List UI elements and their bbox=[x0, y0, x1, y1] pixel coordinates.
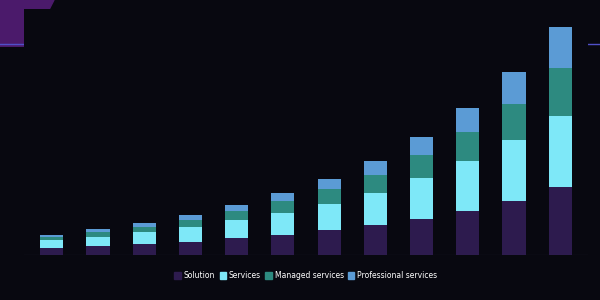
Bar bbox=[317, 179, 341, 189]
Bar bbox=[456, 211, 479, 255]
Bar bbox=[502, 200, 526, 255]
Bar bbox=[364, 193, 387, 225]
Bar bbox=[549, 116, 572, 187]
Bar bbox=[40, 235, 63, 237]
Bar bbox=[86, 229, 110, 232]
Bar bbox=[317, 189, 341, 204]
Bar bbox=[410, 219, 433, 255]
Bar bbox=[364, 161, 387, 175]
Polygon shape bbox=[0, 0, 54, 46]
Bar bbox=[86, 246, 110, 255]
Bar bbox=[502, 103, 526, 140]
Bar bbox=[40, 237, 63, 240]
Bar bbox=[133, 232, 156, 244]
Bar bbox=[86, 232, 110, 236]
Bar bbox=[271, 213, 295, 235]
Bar bbox=[271, 201, 295, 213]
Bar bbox=[133, 244, 156, 255]
Bar bbox=[410, 137, 433, 155]
Bar bbox=[40, 248, 63, 255]
Bar bbox=[502, 73, 526, 103]
Bar bbox=[179, 220, 202, 227]
Bar bbox=[456, 161, 479, 211]
Bar bbox=[456, 108, 479, 132]
Legend: Solution, Services, Managed services, Professional services: Solution, Services, Managed services, Pr… bbox=[172, 268, 440, 283]
Bar bbox=[179, 215, 202, 220]
Bar bbox=[133, 227, 156, 232]
Bar bbox=[364, 175, 387, 193]
Bar bbox=[410, 178, 433, 219]
Bar bbox=[133, 223, 156, 227]
Bar bbox=[225, 238, 248, 255]
Bar bbox=[549, 68, 572, 116]
Bar bbox=[40, 240, 63, 248]
Bar bbox=[410, 155, 433, 178]
Bar bbox=[317, 230, 341, 255]
Bar bbox=[549, 27, 572, 68]
Bar bbox=[225, 205, 248, 211]
Bar bbox=[502, 140, 526, 200]
Bar bbox=[86, 236, 110, 246]
Bar bbox=[317, 204, 341, 230]
Bar bbox=[364, 225, 387, 255]
Bar bbox=[549, 187, 572, 255]
Bar bbox=[225, 220, 248, 238]
Bar bbox=[271, 235, 295, 255]
Bar bbox=[179, 242, 202, 255]
Text: U.S. IT operations analytics market size, by type, 2016 - 2027 (USD Million): U.S. IT operations analytics market size… bbox=[72, 14, 517, 27]
Bar bbox=[271, 193, 295, 201]
Bar bbox=[225, 212, 248, 220]
Bar bbox=[456, 132, 479, 161]
Bar bbox=[179, 227, 202, 242]
